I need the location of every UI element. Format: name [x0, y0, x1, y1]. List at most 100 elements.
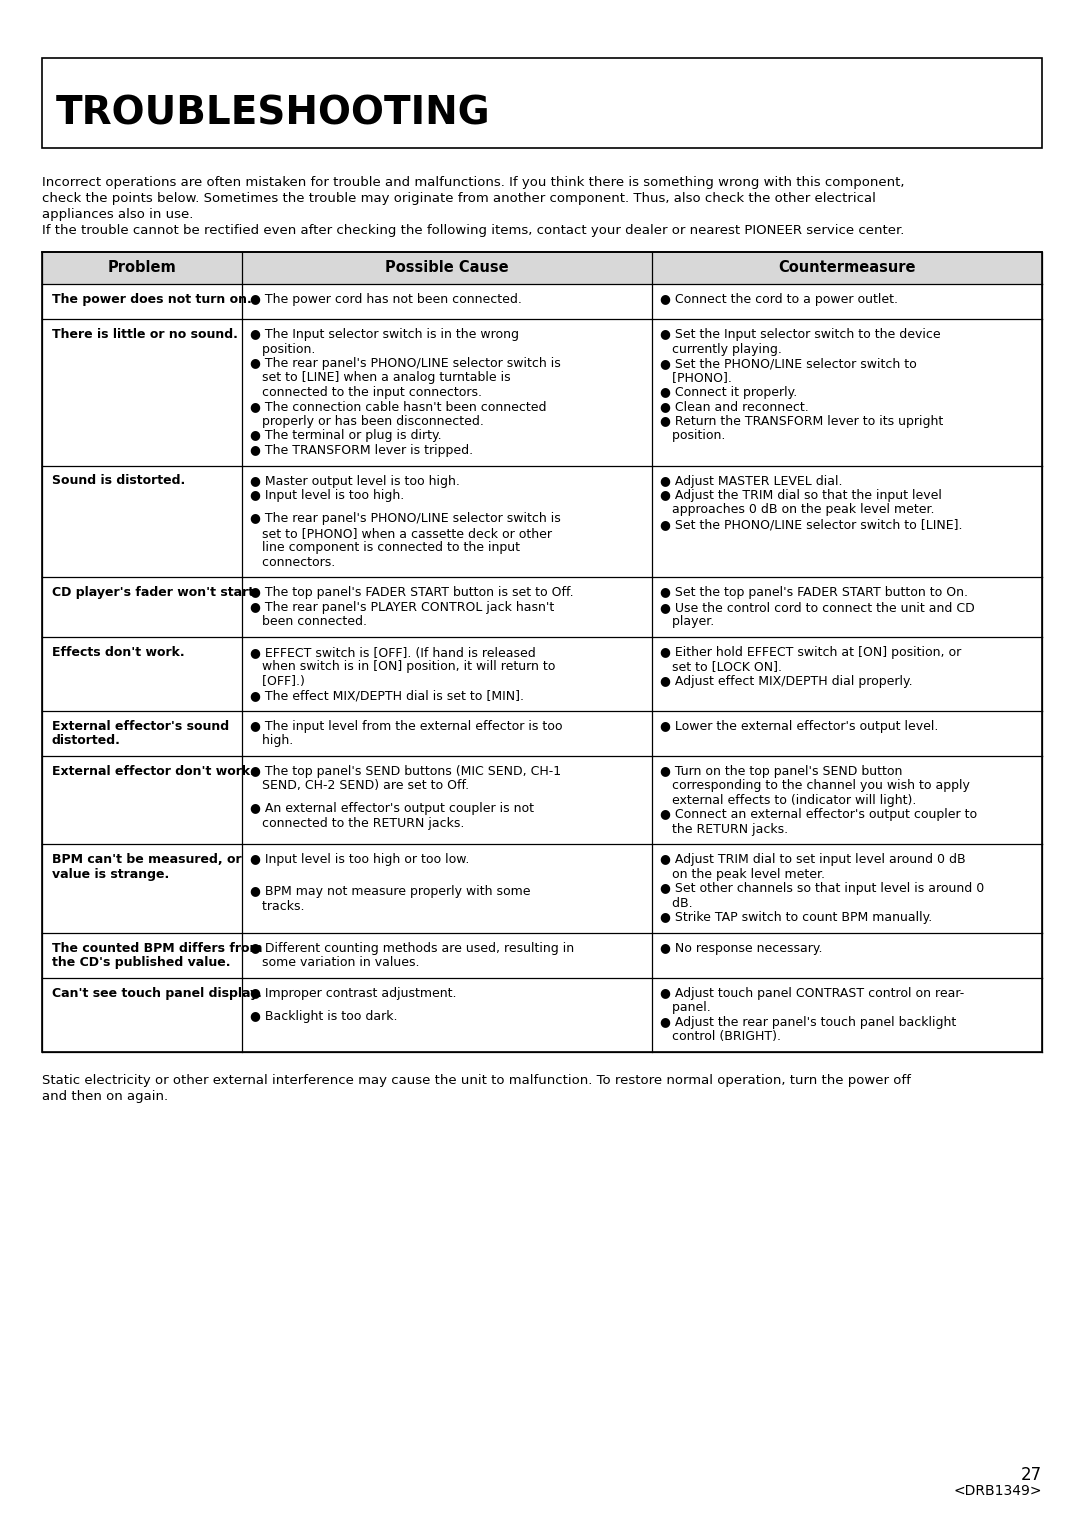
Text: ● Input level is too high or too low.: ● Input level is too high or too low.: [249, 853, 470, 866]
Text: ● Adjust touch panel CONTRAST control on rear-: ● Adjust touch panel CONTRAST control on…: [660, 987, 964, 999]
Text: ● The top panel's SEND buttons (MIC SEND, CH-1: ● The top panel's SEND buttons (MIC SEND…: [249, 764, 562, 778]
Bar: [42, 252, 1042, 1051]
Text: ● The power cord has not been connected.: ● The power cord has not been connected.: [249, 293, 522, 306]
Text: ● Adjust the rear panel's touch panel backlight: ● Adjust the rear panel's touch panel ba…: [660, 1016, 956, 1028]
Text: ● Return the TRANSFORM lever to its upright: ● Return the TRANSFORM lever to its upri…: [660, 416, 943, 428]
Text: approaches 0 dB on the peak level meter.: approaches 0 dB on the peak level meter.: [660, 504, 934, 516]
Text: Incorrect operations are often mistaken for trouble and malfunctions. If you thi: Incorrect operations are often mistaken …: [42, 176, 905, 189]
Text: ● Set other channels so that input level is around 0: ● Set other channels so that input level…: [660, 882, 984, 895]
Text: ● The rear panel's PLAYER CONTROL jack hasn't: ● The rear panel's PLAYER CONTROL jack h…: [249, 601, 554, 614]
Text: ● Connect the cord to a power outlet.: ● Connect the cord to a power outlet.: [660, 293, 897, 306]
Text: ● The top panel's FADER START button is set to Off.: ● The top panel's FADER START button is …: [249, 587, 573, 599]
Text: ● EFFECT switch is [OFF]. (If hand is released: ● EFFECT switch is [OFF]. (If hand is re…: [249, 646, 536, 659]
Text: line component is connected to the input: line component is connected to the input: [249, 541, 519, 555]
Text: panel.: panel.: [660, 1001, 711, 1015]
Text: ● The rear panel's PHONO/LINE selector switch is: ● The rear panel's PHONO/LINE selector s…: [249, 358, 561, 370]
Text: ● Adjust MASTER LEVEL dial.: ● Adjust MASTER LEVEL dial.: [660, 475, 842, 487]
Text: ● Strike TAP switch to count BPM manually.: ● Strike TAP switch to count BPM manuall…: [660, 911, 932, 924]
Text: 27: 27: [1021, 1465, 1042, 1484]
Text: ● Backlight is too dark.: ● Backlight is too dark.: [249, 1010, 397, 1022]
Text: ● Set the top panel's FADER START button to On.: ● Set the top panel's FADER START button…: [660, 587, 968, 599]
Text: ● BPM may not measure properly with some: ● BPM may not measure properly with some: [249, 885, 530, 898]
Text: some variation in values.: some variation in values.: [249, 957, 419, 969]
Text: ● Set the PHONO/LINE selector switch to: ● Set the PHONO/LINE selector switch to: [660, 358, 917, 370]
Text: Problem: Problem: [108, 260, 176, 275]
Text: There is little or no sound.: There is little or no sound.: [52, 329, 238, 341]
Text: ● Connect an external effector's output coupler to: ● Connect an external effector's output …: [660, 808, 977, 821]
Text: <DRB1349>: <DRB1349>: [954, 1484, 1042, 1497]
Text: connectors.: connectors.: [249, 556, 335, 568]
Text: If the trouble cannot be rectified even after checking the following items, cont: If the trouble cannot be rectified even …: [42, 225, 904, 237]
Text: ● Master output level is too high.: ● Master output level is too high.: [249, 475, 460, 487]
Text: ● Improper contrast adjustment.: ● Improper contrast adjustment.: [249, 987, 457, 999]
Text: Static electricity or other external interference may cause the unit to malfunct: Static electricity or other external int…: [42, 1074, 910, 1086]
Text: tracks.: tracks.: [249, 900, 305, 912]
Text: high.: high.: [249, 733, 294, 747]
Text: control (BRIGHT).: control (BRIGHT).: [660, 1030, 781, 1044]
Text: been connected.: been connected.: [249, 616, 367, 628]
Text: the CD's published value.: the CD's published value.: [52, 957, 230, 969]
Text: [OFF].): [OFF].): [249, 675, 305, 688]
Text: value is strange.: value is strange.: [52, 868, 170, 880]
Text: check the points below. Sometimes the trouble may originate from another compone: check the points below. Sometimes the tr…: [42, 193, 876, 205]
Text: ● Connect it properly.: ● Connect it properly.: [660, 387, 797, 399]
Text: ● Clean and reconnect.: ● Clean and reconnect.: [660, 400, 809, 414]
Text: ● Adjust TRIM dial to set input level around 0 dB: ● Adjust TRIM dial to set input level ar…: [660, 853, 966, 866]
Text: corresponding to the channel you wish to apply: corresponding to the channel you wish to…: [660, 779, 970, 792]
Text: ● The terminal or plug is dirty.: ● The terminal or plug is dirty.: [249, 429, 442, 443]
Text: ● The rear panel's PHONO/LINE selector switch is: ● The rear panel's PHONO/LINE selector s…: [249, 512, 561, 526]
Text: TROUBLESHOOTING: TROUBLESHOOTING: [56, 95, 490, 133]
Text: ● The input level from the external effector is too: ● The input level from the external effe…: [249, 720, 563, 733]
Text: ● The effect MIX/DEPTH dial is set to [MIN].: ● The effect MIX/DEPTH dial is set to [M…: [249, 689, 524, 703]
Bar: [42, 252, 242, 284]
Bar: [242, 252, 652, 284]
Text: ● Either hold EFFECT switch at [ON] position, or: ● Either hold EFFECT switch at [ON] posi…: [660, 646, 961, 659]
Text: dB.: dB.: [660, 897, 692, 909]
Text: ● Different counting methods are used, resulting in: ● Different counting methods are used, r…: [249, 941, 575, 955]
Text: properly or has been disconnected.: properly or has been disconnected.: [249, 416, 484, 428]
Text: when switch is in [ON] position, it will return to: when switch is in [ON] position, it will…: [249, 660, 555, 674]
Text: ● Adjust the TRIM dial so that the input level: ● Adjust the TRIM dial so that the input…: [660, 489, 942, 503]
Bar: [652, 252, 1042, 284]
Text: Countermeasure: Countermeasure: [779, 260, 916, 275]
Text: currently playing.: currently playing.: [660, 342, 782, 356]
Text: ● An external effector's output coupler is not: ● An external effector's output coupler …: [249, 802, 534, 816]
Text: position.: position.: [660, 429, 726, 443]
Text: ● The TRANSFORM lever is tripped.: ● The TRANSFORM lever is tripped.: [249, 445, 473, 457]
Text: ● Input level is too high.: ● Input level is too high.: [249, 489, 404, 503]
Text: Sound is distorted.: Sound is distorted.: [52, 475, 186, 487]
Text: appliances also in use.: appliances also in use.: [42, 208, 193, 222]
Text: ● Set the Input selector switch to the device: ● Set the Input selector switch to the d…: [660, 329, 941, 341]
Text: [PHONO].: [PHONO].: [660, 371, 732, 385]
Text: External effector don't work.: External effector don't work.: [52, 764, 255, 778]
Text: Possible Cause: Possible Cause: [386, 260, 509, 275]
Text: set to [LINE] when a analog turntable is: set to [LINE] when a analog turntable is: [249, 371, 511, 385]
Text: connected to the input connectors.: connected to the input connectors.: [249, 387, 482, 399]
Text: The counted BPM differs from: The counted BPM differs from: [52, 941, 262, 955]
Text: Can't see touch panel display.: Can't see touch panel display.: [52, 987, 261, 999]
Text: ● The connection cable hasn't been connected: ● The connection cable hasn't been conne…: [249, 400, 546, 414]
Text: position.: position.: [249, 342, 315, 356]
Text: ● Use the control cord to connect the unit and CD: ● Use the control cord to connect the un…: [660, 601, 975, 614]
Text: ● Turn on the top panel's SEND button: ● Turn on the top panel's SEND button: [660, 764, 903, 778]
Text: Effects don't work.: Effects don't work.: [52, 646, 185, 659]
Text: the RETURN jacks.: the RETURN jacks.: [660, 822, 788, 836]
Text: The power does not turn on.: The power does not turn on.: [52, 293, 252, 306]
Text: connected to the RETURN jacks.: connected to the RETURN jacks.: [249, 817, 464, 830]
Text: BPM can't be measured, or: BPM can't be measured, or: [52, 853, 242, 866]
Text: CD player's fader won't start.: CD player's fader won't start.: [52, 587, 259, 599]
Text: set to [LOCK ON].: set to [LOCK ON].: [660, 660, 782, 674]
Text: ● Lower the external effector's output level.: ● Lower the external effector's output l…: [660, 720, 939, 733]
Text: ● No response necessary.: ● No response necessary.: [660, 941, 823, 955]
Text: ● Set the PHONO/LINE selector switch to [LINE].: ● Set the PHONO/LINE selector switch to …: [660, 518, 962, 532]
Text: ● The Input selector switch is in the wrong: ● The Input selector switch is in the wr…: [249, 329, 519, 341]
Text: on the peak level meter.: on the peak level meter.: [660, 868, 825, 880]
Text: and then on again.: and then on again.: [42, 1089, 168, 1103]
Text: SEND, CH-2 SEND) are set to Off.: SEND, CH-2 SEND) are set to Off.: [249, 779, 469, 792]
Text: ● Adjust effect MIX/DEPTH dial properly.: ● Adjust effect MIX/DEPTH dial properly.: [660, 675, 913, 688]
Bar: [42, 58, 1042, 148]
Text: distorted.: distorted.: [52, 733, 121, 747]
Text: external effects to (indicator will light).: external effects to (indicator will ligh…: [660, 793, 916, 807]
Text: External effector's sound: External effector's sound: [52, 720, 229, 733]
Text: set to [PHONO] when a cassette deck or other: set to [PHONO] when a cassette deck or o…: [249, 527, 552, 539]
